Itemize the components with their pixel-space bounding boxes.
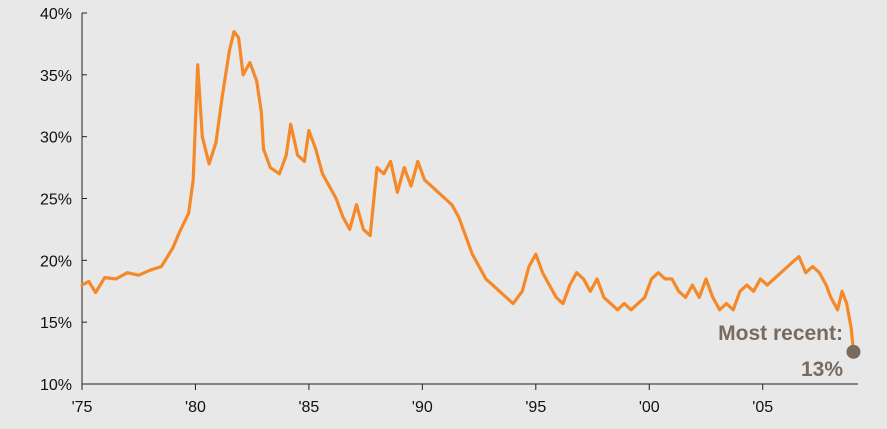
annotation-label: Most recent: — [718, 322, 843, 345]
y-tick-label: 20% — [40, 253, 72, 270]
y-tick-label: 30% — [40, 130, 72, 147]
y-tick-label: 35% — [40, 68, 72, 85]
plot-area — [80, 30, 861, 359]
series-line — [80, 30, 856, 354]
most-recent-marker — [846, 344, 861, 359]
y-tick-label: 40% — [40, 6, 72, 23]
x-tick-label: '00 — [639, 399, 660, 416]
y-tick-label: 25% — [40, 192, 72, 209]
x-tick-label: '95 — [525, 399, 546, 416]
x-axis: '75 '80 '85 '90 '95 '00 '05 — [72, 383, 858, 416]
annotation: Most recent: 13% — [718, 322, 843, 381]
y-tick-label: 10% — [40, 377, 72, 394]
x-tick-label: '85 — [298, 399, 319, 416]
x-tick-label: '05 — [752, 399, 773, 416]
x-tick-label: '75 — [72, 399, 93, 416]
annotation-value: 13% — [801, 358, 843, 381]
y-axis: 10% 15% 20% 25% 30% 35% 40% — [40, 6, 87, 394]
x-tick-label: '80 — [185, 399, 206, 416]
y-tick-label: 15% — [40, 315, 72, 332]
x-tick-label: '90 — [412, 399, 433, 416]
